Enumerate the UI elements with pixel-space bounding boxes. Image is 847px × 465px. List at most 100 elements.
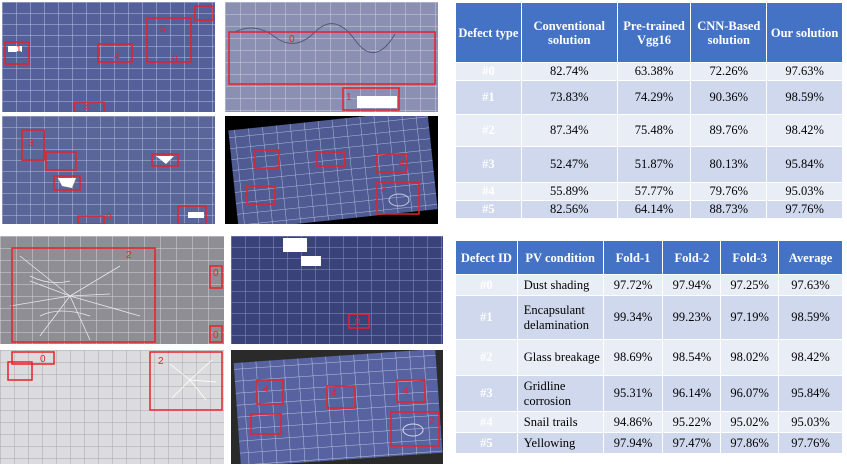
table-cell: 99.23%	[662, 295, 722, 340]
table-cell: 97.94%	[602, 432, 664, 454]
defect-label: 4	[114, 51, 120, 62]
table-row: #4 Snail trails 94.86% 95.22% 95.02% 95.…	[455, 411, 843, 433]
defect-box	[4, 41, 30, 65]
defect-id-cell: #4	[455, 411, 518, 433]
column-header: Conventional solution	[520, 2, 618, 63]
column-header: Defect type	[455, 2, 522, 63]
defect-label: 0	[289, 34, 295, 45]
defect-label: 0	[40, 354, 46, 365]
table-cell: 98.59%	[766, 80, 843, 115]
defect-box	[228, 31, 436, 85]
pv-grid-4: 4 3	[225, 116, 438, 224]
table-cell: 82.74%	[520, 62, 618, 81]
defect-label: 4	[263, 384, 269, 395]
table-cell: 89.76%	[690, 114, 768, 147]
defect-type-cell: #5	[455, 200, 522, 219]
defect-box	[73, 101, 105, 112]
defect-type-cell: #0	[455, 62, 522, 81]
defect-label: 4	[399, 158, 405, 169]
table-row: #1 Encapsulant delamination 99.34% 99.23…	[455, 295, 843, 340]
defect-label: 4	[403, 386, 409, 397]
table-cell: 97.94%	[662, 274, 722, 296]
pv-image-panel-7: 0	[231, 236, 443, 344]
defect-box	[254, 149, 280, 169]
defect-label: 0	[355, 317, 361, 328]
table-cell: 98.42%	[778, 339, 843, 376]
defect-label: 0	[172, 54, 178, 65]
defect-type-cell: #4	[455, 182, 522, 201]
defect-type-cell: #1	[455, 80, 522, 115]
pv-image-panel-1: 5 1 4 0 4	[2, 2, 215, 112]
column-header: PV condition	[516, 240, 604, 275]
table-cell: 97.19%	[720, 295, 780, 340]
pv-grid-5: 2 0 0	[0, 236, 224, 344]
column-header: Fold-2	[662, 240, 722, 275]
table-cell: 97.63%	[778, 274, 843, 296]
column-header: Average	[778, 240, 843, 275]
table-cell: 95.03%	[766, 182, 843, 201]
table-cell: 97.76%	[778, 432, 843, 454]
table-row: #5 82.56% 64.14% 88.73% 97.76%	[455, 200, 843, 219]
pv-condition-cell: Dust shading	[516, 274, 604, 296]
defect-box	[149, 351, 223, 411]
table-cell: 97.72%	[602, 274, 664, 296]
cross-validation-table-header: Defect ID PV condition Fold-1 Fold-2 Fol…	[455, 240, 843, 275]
cross-validation-table: Defect ID PV condition Fold-1 Fold-2 Fol…	[455, 240, 843, 454]
comparison-table: Defect type Conventional solution Pre-tr…	[455, 2, 843, 219]
table-row: #1 73.83% 74.29% 90.36% 98.59%	[455, 80, 843, 115]
table-cell: 95.84%	[766, 146, 843, 183]
pv-image-panel-6: 0 2	[0, 350, 224, 464]
column-header: Fold-3	[720, 240, 780, 275]
defect-label: 1	[346, 92, 352, 103]
defect-box	[21, 129, 45, 161]
table-cell: 80.13%	[690, 146, 768, 183]
defect-box	[53, 175, 81, 191]
table-cell: 98.59%	[778, 295, 843, 340]
defect-box	[151, 153, 179, 167]
pv-image-panel-3: 3 0	[2, 116, 215, 224]
defect-label: 2	[158, 356, 164, 367]
defect-box	[376, 181, 420, 215]
column-header: Fold-1	[602, 240, 664, 275]
table-row: #0 Dust shading 97.72% 97.94% 97.25% 97.…	[455, 274, 843, 296]
table-cell: 97.25%	[720, 274, 780, 296]
table-cell: 52.47%	[520, 146, 618, 183]
pv-condition-cell: Gridline corrosion	[516, 375, 604, 412]
table-cell: 82.56%	[520, 200, 618, 219]
pv-grid-1: 5 1 4 0 4	[2, 2, 215, 112]
defect-box	[326, 385, 356, 409]
defect-box	[77, 215, 105, 224]
table-cell: 57.77%	[616, 182, 692, 201]
pv-condition-cell: Yellowing	[516, 432, 604, 454]
table-row: #4 55.89% 57.77% 79.76% 95.03%	[455, 182, 843, 201]
defect-box	[194, 5, 214, 21]
table-cell: 63.38%	[616, 62, 692, 81]
defect-label: 4	[84, 102, 90, 112]
defect-label: 3	[28, 138, 34, 149]
defect-box	[209, 265, 223, 289]
table-cell: 97.76%	[766, 200, 843, 219]
pv-condition-cell: Snail trails	[516, 411, 604, 433]
table-cell: 72.26%	[690, 62, 768, 81]
table-row: #3 52.47% 51.87% 80.13% 95.84%	[455, 146, 843, 183]
defect-id-cell: #1	[455, 295, 518, 340]
table-cell: 95.22%	[662, 411, 722, 433]
defect-box	[209, 325, 223, 343]
defect-id-cell: #0	[455, 274, 518, 296]
table-row: #2 87.34% 75.48% 89.76% 98.42%	[455, 114, 843, 147]
table-cell: 99.34%	[602, 295, 664, 340]
table-cell: 75.48%	[616, 114, 692, 147]
defect-box	[11, 247, 156, 343]
table-row: #3 Gridline corrosion 95.31% 96.14% 96.0…	[455, 375, 843, 412]
defect-box	[342, 87, 400, 111]
table-row: #0 82.74% 63.38% 72.26% 97.63%	[455, 62, 843, 81]
defect-id-cell: #2	[455, 339, 518, 376]
pv-condition-cell: Glass breakage	[516, 339, 604, 376]
pv-grid-7: 0	[231, 236, 443, 344]
column-header: Our solution	[766, 2, 843, 63]
pv-image-panel-8: 4 4 4 2	[231, 350, 443, 464]
pv-grid-2: 0 1	[225, 2, 438, 112]
defect-box	[348, 313, 370, 329]
defect-box	[97, 43, 133, 63]
table-cell: 74.29%	[616, 80, 692, 115]
